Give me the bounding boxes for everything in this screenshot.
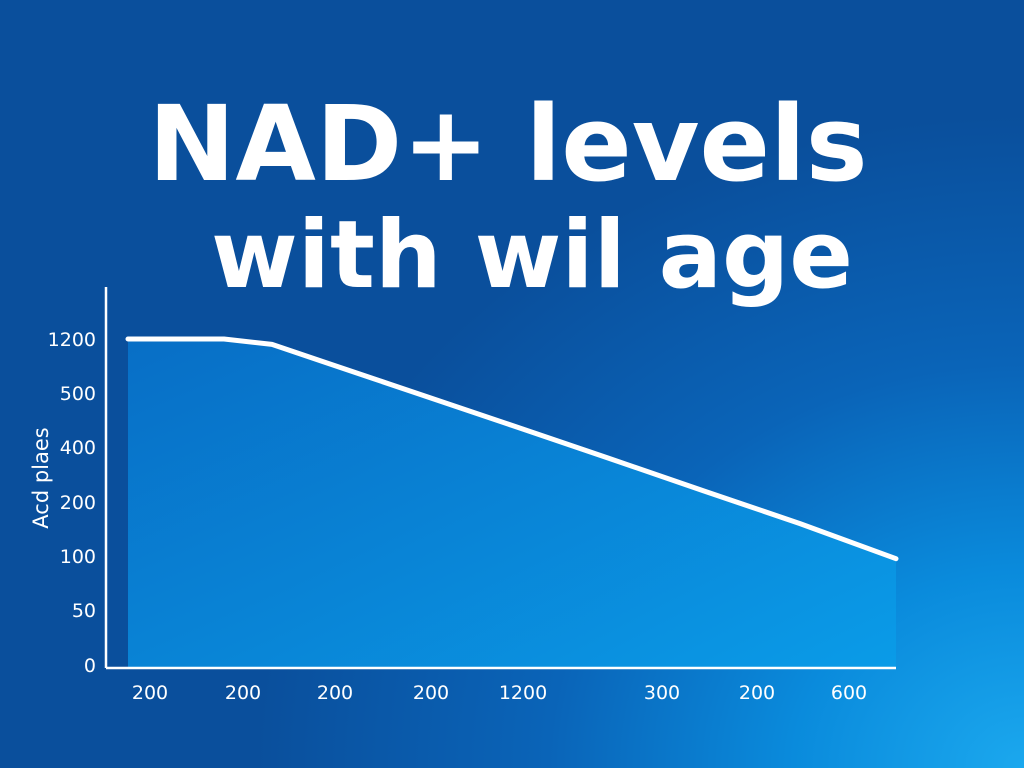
- y-tick-label: 50: [72, 600, 96, 622]
- x-tick-label: 200: [132, 682, 168, 704]
- y-tick-label: 0: [84, 655, 96, 677]
- y-axis-label: Acd plaes: [29, 427, 53, 528]
- x-tick-label: 300: [644, 682, 680, 704]
- plot-area: [125, 336, 899, 668]
- axes: [104, 287, 896, 670]
- chart-title-line-2: with wil age: [211, 201, 853, 310]
- x-tick-labels: 200 200 200 200 1200 300 200 600: [132, 682, 867, 704]
- y-tick-label: 500: [60, 383, 96, 405]
- x-tick-label: 200: [413, 682, 449, 704]
- x-tick-label: 1200: [499, 682, 547, 704]
- x-tick-label: 200: [225, 682, 261, 704]
- series-line: [125, 336, 899, 562]
- y-tick-label: 100: [60, 546, 96, 568]
- y-tick-label: 400: [60, 437, 96, 459]
- series-area-fill: [128, 339, 896, 668]
- chart-title-line-1: NAD+ levels: [148, 83, 867, 205]
- y-tick-label: 1200: [48, 329, 96, 351]
- y-tick-labels: 0 50 100 200 400 500 1200: [48, 329, 96, 677]
- y-tick-label: 200: [60, 492, 96, 514]
- x-tick-label: 200: [739, 682, 775, 704]
- x-tick-label: 600: [831, 682, 867, 704]
- x-tick-label: 200: [317, 682, 353, 704]
